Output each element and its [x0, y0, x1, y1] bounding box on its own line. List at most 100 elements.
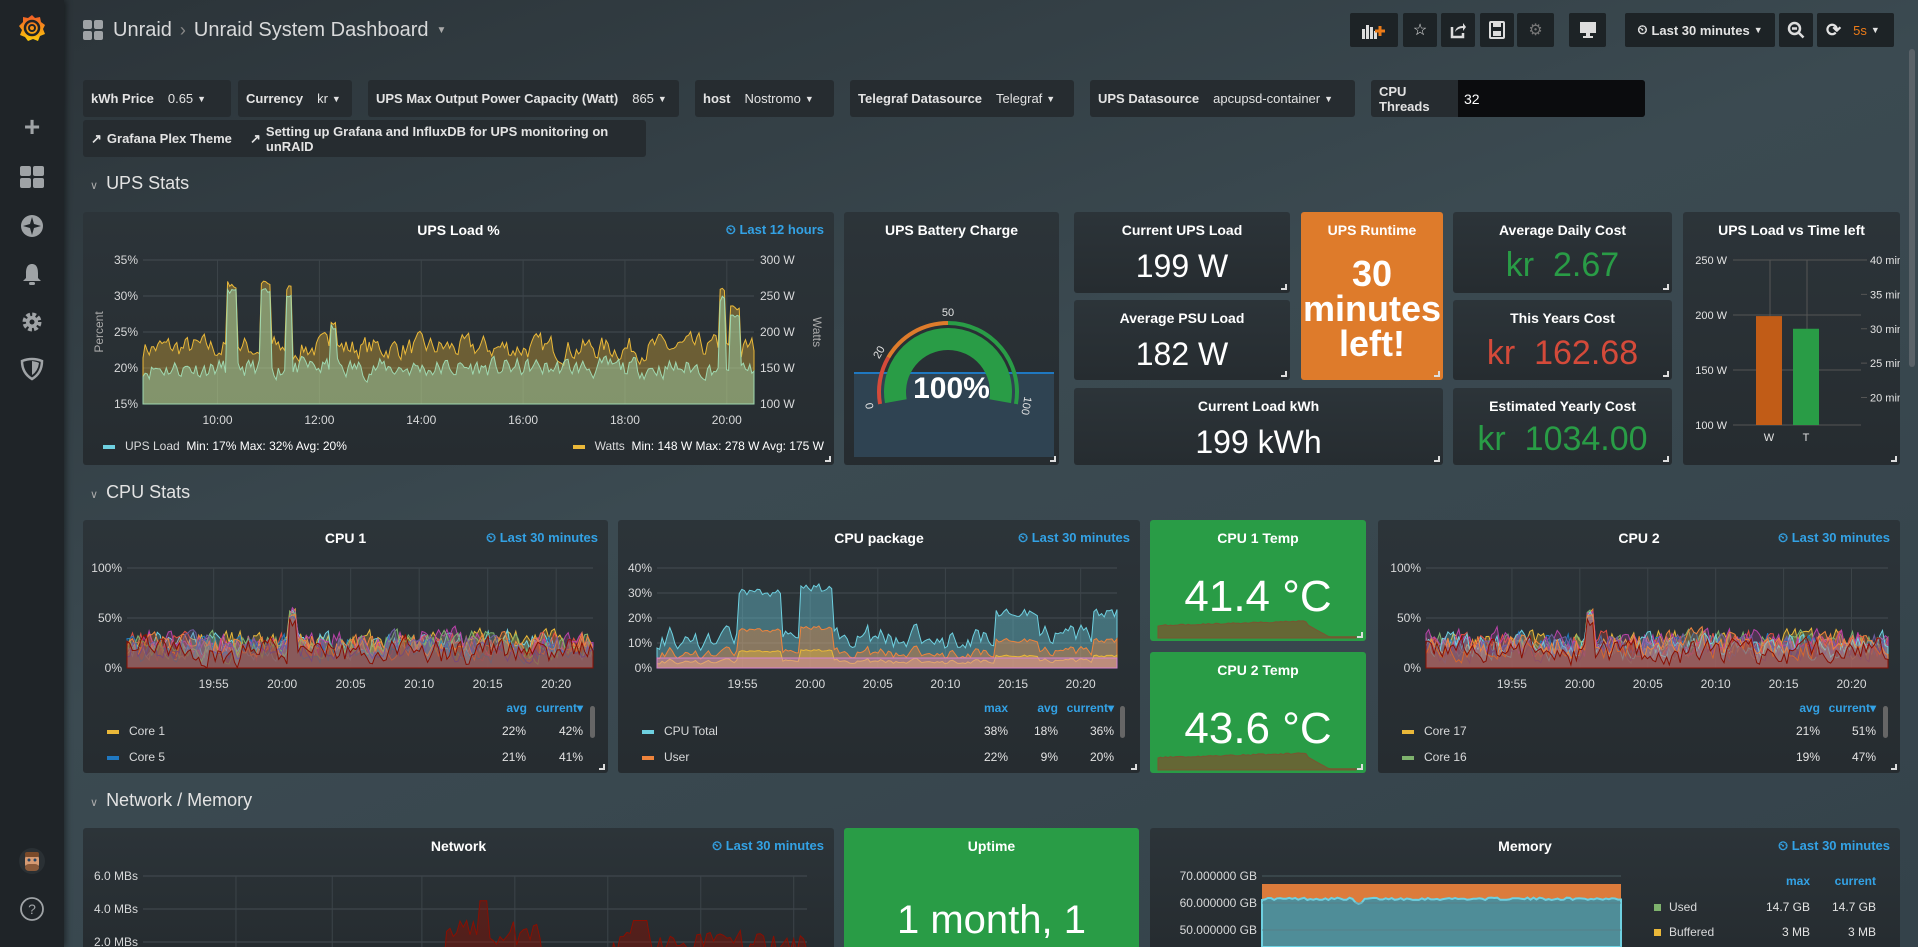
legend-header-current[interactable]: current▾ [535, 701, 583, 715]
legend-header-avg[interactable]: avg [1037, 701, 1058, 715]
row-cpu-stats[interactable]: ∨ CPU Stats [90, 482, 190, 503]
panel-resize-handle[interactable] [1891, 456, 1897, 462]
page-scrollbar[interactable] [1909, 49, 1915, 367]
configuration-icon[interactable] [16, 306, 48, 338]
panel-title[interactable]: CPU 2 Temp [1217, 662, 1299, 678]
variable-value[interactable]: apcupsd-container [1213, 91, 1321, 106]
network-graph[interactable]: 6.0 MBs 4.0 MBs 2.0 MBs [83, 828, 834, 947]
panel-resize-handle[interactable] [1663, 371, 1669, 377]
panel-title[interactable]: Uptime [967, 838, 1016, 854]
alerting-icon[interactable] [16, 258, 48, 290]
cpu1-graph[interactable]: 100% 50% 0% 19:55 20:00 20:05 20:10 20:15 20:20 [83, 520, 608, 700]
panel-title[interactable]: Average PSU Load [1119, 310, 1245, 326]
variable-value[interactable]: Telegraf [996, 91, 1043, 106]
legend-item[interactable]: Core 17 [1402, 724, 1467, 738]
grafana-logo[interactable] [16, 12, 48, 44]
dashboards-icon[interactable] [16, 161, 48, 193]
panel-resize-handle[interactable] [1663, 456, 1669, 462]
legend-header-avg[interactable]: avg [1799, 701, 1820, 715]
panel-title[interactable]: CPU 2 [1618, 530, 1660, 546]
panel-title[interactable]: Network [430, 838, 487, 854]
variable-value[interactable]: kr [317, 91, 328, 106]
legend-item-ups-load[interactable]: UPS Load Min: 17% Max: 32% Avg: 20% [103, 439, 347, 453]
time-range-picker[interactable]: ⏲ Last 30 minutes ▼ [1625, 13, 1775, 47]
legend-scrollbar[interactable] [590, 706, 595, 738]
panel-resize-handle[interactable] [1891, 764, 1897, 770]
panel-title[interactable]: Memory [1498, 838, 1552, 854]
legend-item[interactable]: Buffered [1654, 925, 1714, 939]
variable-host[interactable]: host Nostromo ▼ [695, 80, 834, 117]
share-button[interactable] [1441, 13, 1475, 47]
plus-icon[interactable]: + [23, 111, 41, 142]
dashboard-title[interactable]: Unraid System Dashboard [193, 18, 429, 41]
avatar[interactable] [16, 845, 48, 877]
breadcrumb-folder[interactable]: Unraid [113, 18, 172, 41]
variable-telegraf-datasource[interactable]: Telegraf Datasource Telegraf ▼ [850, 80, 1074, 117]
panel-title[interactable]: UPS Load % [417, 222, 500, 238]
legend-item[interactable]: Core 1 [107, 724, 165, 738]
cpu2-graph[interactable]: 100% 50% 0% 19:55 20:00 20:05 20:10 20:15 20:20 [1378, 520, 1900, 700]
legend-item[interactable]: Core 16 [1402, 750, 1467, 764]
panel-title[interactable]: Current Load kWh [1197, 398, 1320, 414]
zoom-out-button[interactable] [1779, 13, 1813, 47]
tv-mode-button[interactable] [1569, 13, 1606, 47]
panel-title[interactable]: Average Daily Cost [1498, 222, 1627, 238]
memory-graph[interactable]: 70.000000 GB 60.000000 GB 50.000000 GB [1150, 828, 1650, 947]
link-grafana-plex-theme[interactable]: ↗ Grafana Plex Theme [83, 120, 242, 157]
legend-item[interactable]: User [642, 750, 689, 764]
variable-value[interactable]: 0.65 [167, 91, 194, 106]
star-button[interactable]: ☆ [1403, 13, 1437, 47]
ups-load-graph[interactable]: 35% 30% 25% 20% 15% 10:00 12:00 14:00 16:00 18:00… [83, 212, 834, 465]
add-panel-button[interactable] [1350, 13, 1398, 47]
panel-title[interactable]: UPS Load vs Time left [1718, 222, 1865, 238]
panel-resize-handle[interactable] [1131, 764, 1137, 770]
panel-resize-handle[interactable] [1663, 284, 1669, 290]
variable-ups-datasource[interactable]: UPS Datasource apcupsd-container ▼ [1090, 80, 1355, 117]
refresh-interval[interactable]: 5s [1853, 22, 1867, 38]
variable-kwh-price[interactable]: kWh Price 0.65 ▼ [83, 80, 231, 117]
legend-header-avg[interactable]: avg [506, 701, 527, 715]
panel-resize-handle[interactable] [1281, 371, 1287, 377]
legend-item-watts[interactable]: Watts Min: 148 W Max: 278 W Avg: 175 W [572, 439, 824, 453]
variable-currency[interactable]: Currency kr ▼ [238, 80, 352, 117]
panel-title[interactable]: Estimated Yearly Cost [1489, 398, 1636, 414]
legend-item[interactable]: Core 5 [107, 750, 165, 764]
legend-header-current[interactable]: current [1834, 874, 1876, 888]
legend-item[interactable]: CPU Total [642, 724, 718, 738]
panel-title[interactable]: CPU 1 [324, 530, 367, 546]
legend-header-max[interactable]: max [1785, 874, 1810, 888]
panel-title[interactable]: UPS Battery Charge [884, 222, 1019, 238]
panel-title[interactable]: CPU package [834, 530, 924, 546]
panel-title[interactable]: Current UPS Load [1121, 222, 1243, 238]
panel-resize-handle[interactable] [1281, 284, 1287, 290]
legend-header-current[interactable]: current▾ [1066, 701, 1114, 715]
legend-scrollbar[interactable] [1120, 706, 1125, 738]
legend-scrollbar[interactable] [1883, 706, 1888, 738]
panel-title[interactable]: This Years Cost [1510, 310, 1615, 326]
variable-value[interactable]: 865 [632, 91, 654, 106]
panel-resize-handle[interactable] [1434, 371, 1440, 377]
server-admin-icon[interactable] [16, 353, 48, 385]
panel-resize-handle[interactable] [1357, 632, 1363, 638]
refresh-icon[interactable]: ⟳ [1826, 19, 1842, 40]
settings-button[interactable]: ⚙ [1517, 13, 1554, 47]
variable-ups-max-output[interactable]: UPS Max Output Power Capacity (Watt) 865 ▼ [368, 80, 679, 117]
legend-item[interactable]: Used [1654, 900, 1697, 914]
variable-value[interactable]: Nostromo [744, 91, 801, 106]
refresh-picker[interactable]: ⟳ 5s ▼ [1817, 13, 1894, 47]
panel-resize-handle[interactable] [599, 764, 605, 770]
legend-header-max[interactable]: max [983, 701, 1008, 715]
row-network-memory[interactable]: ∨ Network / Memory [90, 790, 252, 811]
explore-icon[interactable] [16, 210, 48, 242]
panel-resize-handle[interactable] [1050, 456, 1056, 462]
load-vs-time-bar-chart[interactable]: 250 W 200 W 150 W 100 W 40 min 35 min 30 min 25… [1683, 212, 1900, 465]
legend-header-current[interactable]: current▾ [1828, 701, 1876, 715]
panel-title[interactable]: CPU 1 Temp [1217, 530, 1299, 546]
panel-resize-handle[interactable] [825, 456, 831, 462]
panel-title[interactable]: UPS Runtime [1327, 222, 1417, 238]
cpu-threads-input[interactable] [1458, 80, 1645, 117]
panel-resize-handle[interactable] [1434, 456, 1440, 462]
chevron-down-icon[interactable]: ▼ [436, 24, 447, 36]
save-button[interactable] [1480, 13, 1514, 47]
cpu-package-graph[interactable]: 40% 30% 20% 10% 0% 19:55 20:00 20:05 20:10 20:15 2… [618, 520, 1140, 700]
